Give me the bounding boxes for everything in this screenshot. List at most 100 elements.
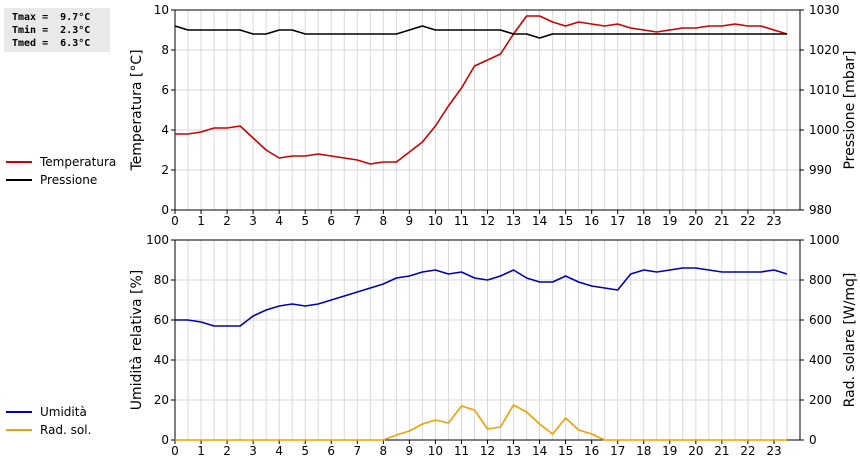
x-tick-label: 9 xyxy=(406,444,414,458)
series-line-pressione xyxy=(174,25,787,39)
y-tick-label: 8 xyxy=(161,43,169,57)
x-tick-label: 15 xyxy=(558,214,573,228)
legend-item-temperatura: Temperatura xyxy=(6,153,116,171)
legend-top: Temperatura Pressione xyxy=(6,153,116,189)
x-tick-label: 2 xyxy=(223,444,231,458)
y-tick-label: 0 xyxy=(161,433,169,447)
y2-tick-label: 1030 xyxy=(809,3,840,17)
y2-tick-label: 400 xyxy=(809,353,832,367)
y-axis-label: Temperatura [°C] xyxy=(129,49,145,171)
legend-label-temperatura: Temperatura xyxy=(40,155,117,169)
x-tick-label: 16 xyxy=(584,444,599,458)
x-tick-label: 8 xyxy=(380,214,388,228)
x-tick-label: 11 xyxy=(454,444,469,458)
x-tick-label: 5 xyxy=(301,444,309,458)
x-tick-label: 12 xyxy=(480,214,495,228)
x-tick-label: 7 xyxy=(353,214,361,228)
series-line-rad-sol xyxy=(175,404,787,441)
y-tick-label: 0 xyxy=(161,203,169,217)
x-tick-label: 20 xyxy=(688,444,703,458)
x-tick-label: 20 xyxy=(688,214,703,228)
y2-tick-label: 200 xyxy=(809,393,832,407)
legend-swatch-umidita xyxy=(6,411,32,413)
x-tick-label: 17 xyxy=(610,214,625,228)
y-tick-label: 40 xyxy=(154,353,169,367)
series-line-umidit xyxy=(175,267,788,327)
y2-tick-label: 990 xyxy=(809,163,832,177)
x-tick-label: 13 xyxy=(506,214,521,228)
y-tick-label: 6 xyxy=(161,83,169,97)
chart-humidity-radiation: 0 1 2 3 4 5 6 7 8 9 10 11 12 13 14 15 16 17 18 19 20 21 22 2302… xyxy=(129,233,858,458)
stat-tmax: Tmax = 9.7°C xyxy=(12,12,91,23)
x-tick-label: 15 xyxy=(558,444,573,458)
x-tick-label: 11 xyxy=(454,214,469,228)
x-tick-label: 7 xyxy=(353,444,361,458)
x-tick-label: 12 xyxy=(480,444,495,458)
x-tick-label: 6 xyxy=(327,214,335,228)
y-tick-label: 60 xyxy=(154,313,169,327)
x-tick-label: 16 xyxy=(584,214,599,228)
x-tick-label: 19 xyxy=(662,444,677,458)
x-tick-label: 14 xyxy=(532,444,547,458)
y-tick-label: 2 xyxy=(161,163,169,177)
stats-box: Tmax = 9.7°C Tmin = 2.3°C Tmed = 6.3°C xyxy=(4,8,110,52)
x-tick-label: 5 xyxy=(301,214,309,228)
x-tick-label: 19 xyxy=(662,214,677,228)
x-tick-label: 18 xyxy=(636,444,651,458)
x-tick-label: 2 xyxy=(223,214,231,228)
y-tick-label: 80 xyxy=(154,273,169,287)
y-tick-label: 10 xyxy=(154,3,169,17)
legend-item-rad-sol: Rad. sol. xyxy=(6,421,91,439)
chart-temperature-pressure: 0 1 2 3 4 5 6 7 8 9 10 11 12 13 14 15 16 17 18 19 20 21 22 2302… xyxy=(129,3,858,228)
y-tick-label: 4 xyxy=(161,123,169,137)
x-tick-label: 1 xyxy=(197,214,205,228)
legend-swatch-pressione xyxy=(6,179,32,181)
x-tick-label: 4 xyxy=(275,444,283,458)
x-tick-label: 22 xyxy=(740,214,755,228)
x-tick-label: 17 xyxy=(610,444,625,458)
x-tick-label: 21 xyxy=(714,444,729,458)
legend-label-rad-sol: Rad. sol. xyxy=(40,423,92,437)
x-tick-label: 18 xyxy=(636,214,651,228)
x-tick-label: 14 xyxy=(532,214,547,228)
y2-tick-label: 1020 xyxy=(809,43,840,57)
series-line-temperatura xyxy=(175,15,788,165)
legend-swatch-rad-sol xyxy=(6,429,32,431)
y2-tick-label: 600 xyxy=(809,313,832,327)
x-tick-label: 0 xyxy=(171,214,179,228)
stat-tmed: Tmed = 6.3°C xyxy=(12,38,91,49)
y2-tick-label: 980 xyxy=(809,203,832,217)
x-tick-label: 6 xyxy=(327,444,335,458)
x-tick-label: 9 xyxy=(406,214,414,228)
x-tick-label: 1 xyxy=(197,444,205,458)
x-tick-label: 13 xyxy=(506,444,521,458)
y2-tick-label: 1000 xyxy=(809,233,840,247)
y2-axis-label: Rad. solare [W/mq] xyxy=(842,273,858,408)
x-tick-label: 3 xyxy=(249,444,257,458)
legend-label-pressione: Pressione xyxy=(40,173,98,187)
x-tick-label: 3 xyxy=(249,214,257,228)
legend-swatch-temperatura xyxy=(6,161,32,163)
y2-tick-label: 1010 xyxy=(809,83,840,97)
x-tick-label: 10 xyxy=(428,444,443,458)
y2-tick-label: 800 xyxy=(809,273,832,287)
y2-tick-label: 0 xyxy=(809,433,817,447)
stat-tmin: Tmin = 2.3°C xyxy=(12,25,91,36)
legend-bottom: Umidità Rad. sol. xyxy=(6,403,91,439)
legend-label-umidita: Umidità xyxy=(40,405,87,419)
x-tick-label: 8 xyxy=(380,444,388,458)
y-tick-label: 20 xyxy=(154,393,169,407)
x-tick-label: 23 xyxy=(766,444,781,458)
x-tick-label: 21 xyxy=(714,214,729,228)
x-tick-label: 4 xyxy=(275,214,283,228)
x-tick-label: 0 xyxy=(171,444,179,458)
y-axis-label: Umidità relativa [%] xyxy=(129,270,145,411)
x-tick-label: 23 xyxy=(766,214,781,228)
x-tick-label: 10 xyxy=(428,214,443,228)
y-tick-label: 100 xyxy=(146,233,169,247)
legend-item-umidita: Umidità xyxy=(6,403,91,421)
y2-axis-label: Pressione [mbar] xyxy=(842,50,858,169)
legend-item-pressione: Pressione xyxy=(6,171,116,189)
y2-tick-label: 1000 xyxy=(809,123,840,137)
